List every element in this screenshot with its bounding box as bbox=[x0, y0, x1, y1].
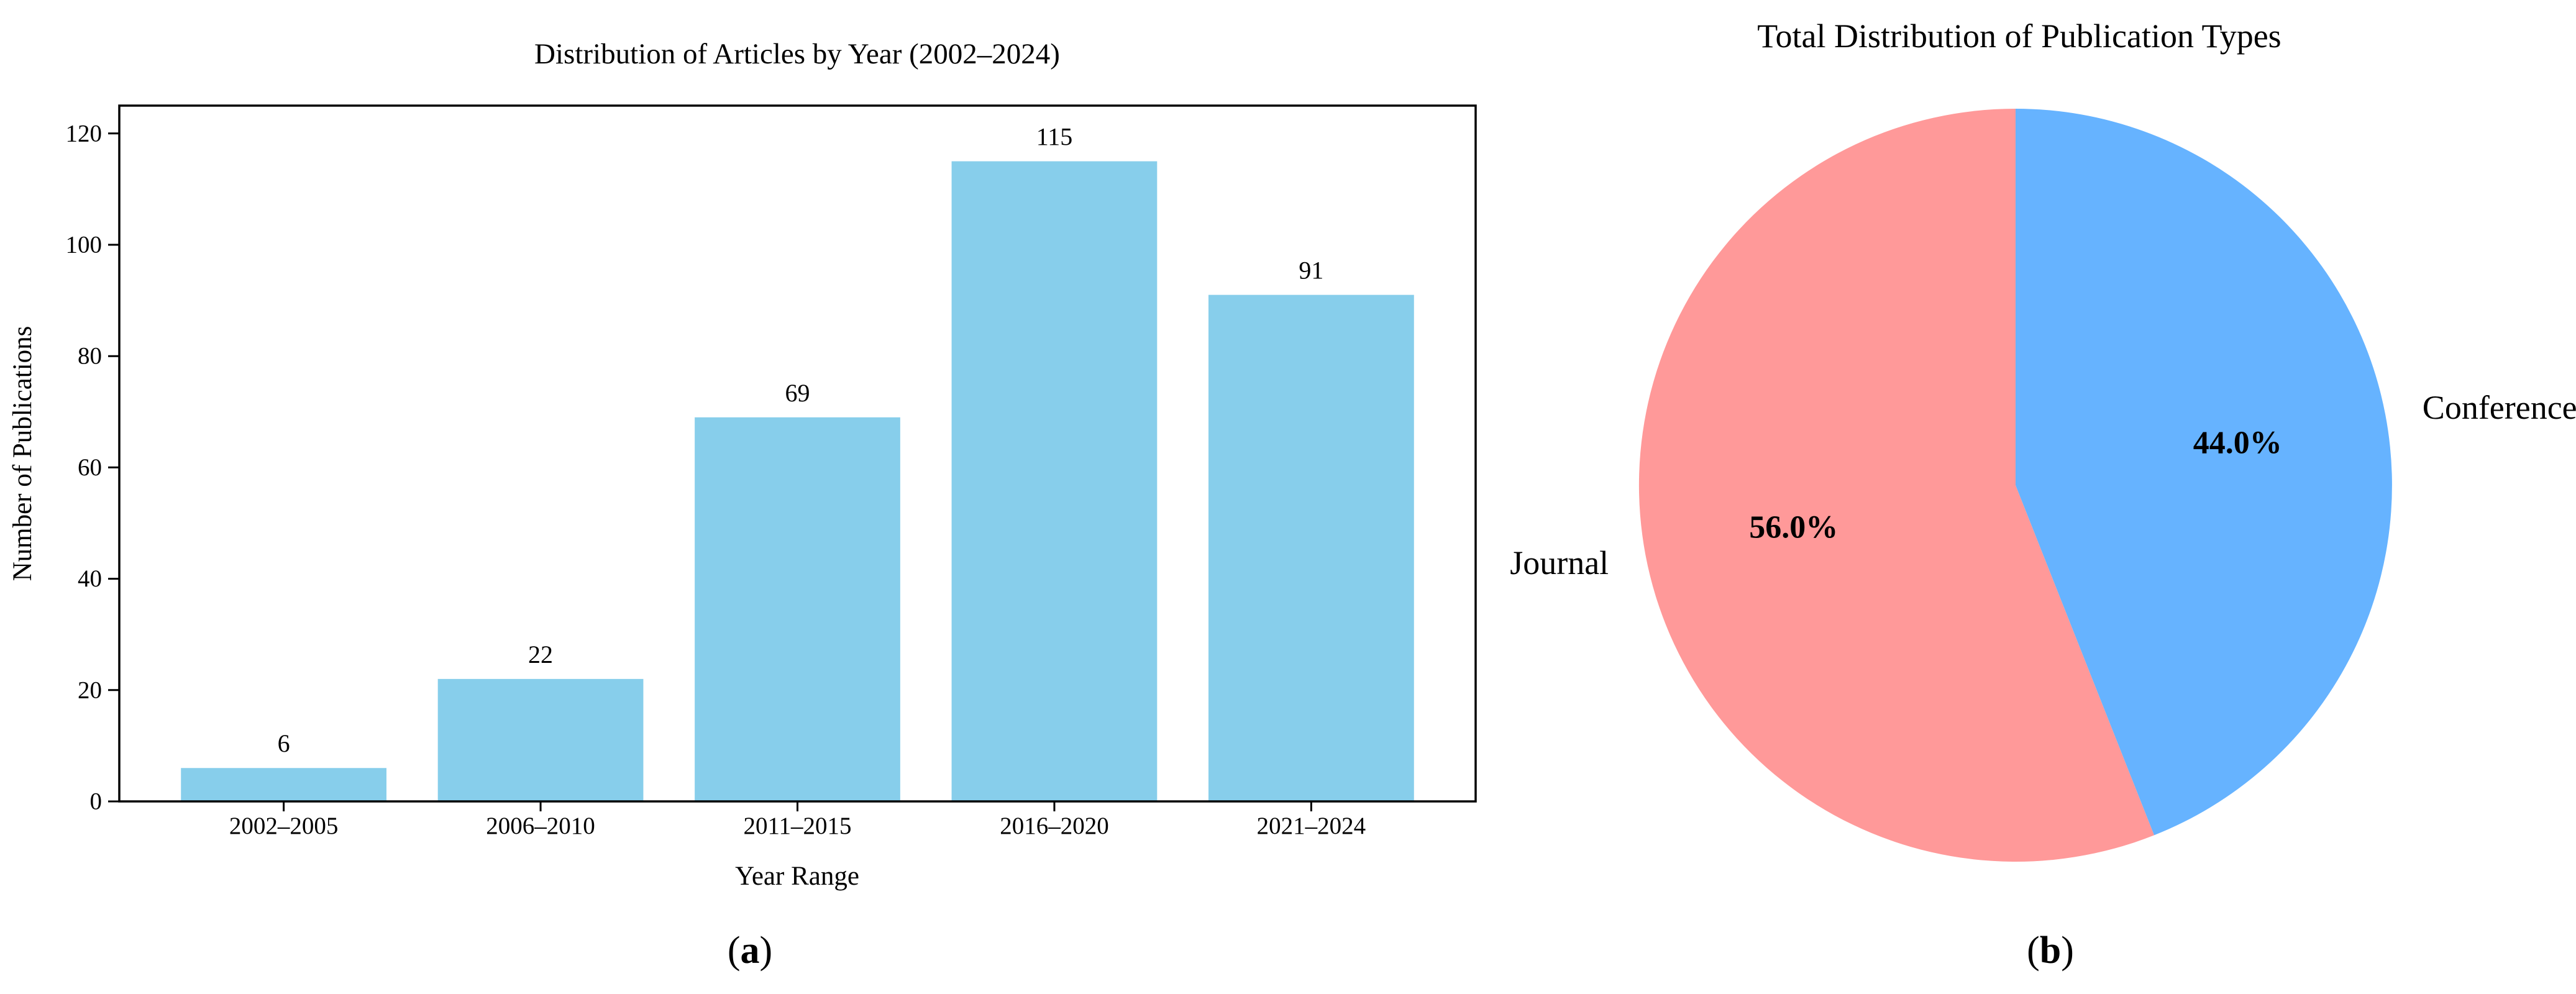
caption-a-letter: a bbox=[740, 929, 760, 972]
bar bbox=[437, 678, 644, 801]
pie-percent-label: 44.0% bbox=[2193, 425, 2282, 460]
pie-slice-label: Journal bbox=[1510, 544, 1609, 581]
pie-chart-title: Total Distribution of Publication Types bbox=[1757, 17, 2281, 55]
bar-value-labels: 6 22 69 115 91 bbox=[278, 123, 1324, 758]
bar-chart-title: Distribution of Articles by Year (2002–2… bbox=[534, 38, 1060, 70]
x-axis-label: Year Range bbox=[735, 862, 859, 891]
bar-chart-panel: Distribution of Articles by Year (2002–2… bbox=[8, 38, 1477, 891]
x-tick-label: 2021–2024 bbox=[1257, 813, 1366, 839]
axes-box bbox=[118, 104, 1477, 803]
pie-slice-conference bbox=[2016, 109, 2392, 836]
y-tick-label: 100 bbox=[66, 232, 103, 258]
y-tick-label: 40 bbox=[78, 565, 102, 592]
y-tick-label: 80 bbox=[78, 343, 102, 370]
bar-value-label: 91 bbox=[1299, 257, 1323, 285]
pie-chart-panel: Total Distribution of Publication Types … bbox=[1510, 17, 2576, 862]
y-tick-label: 60 bbox=[78, 454, 102, 481]
bar bbox=[181, 768, 386, 801]
caption-a-open: ( bbox=[727, 929, 741, 972]
bars-group bbox=[181, 161, 1414, 802]
pie-percent-label: 56.0% bbox=[1749, 510, 1838, 545]
bar-value-label: 22 bbox=[528, 641, 553, 668]
caption-b: (b) bbox=[2027, 929, 2074, 972]
y-tick-label: 120 bbox=[66, 120, 103, 147]
x-tick-label: 2002–2005 bbox=[229, 813, 339, 839]
caption-a-close: ) bbox=[759, 929, 773, 972]
bar-value-label: 6 bbox=[278, 729, 290, 757]
bar-value-label: 115 bbox=[1036, 123, 1073, 151]
pie-slices-group bbox=[1638, 109, 2392, 862]
y-axis-ticks: 0 20 40 60 80 100 120 bbox=[66, 120, 119, 815]
caption-b-letter: b bbox=[2039, 929, 2062, 972]
y-axis-label: Number of Publications bbox=[8, 326, 37, 581]
pie-slice-label: Conference bbox=[2423, 389, 2576, 426]
bar-value-label: 69 bbox=[785, 379, 810, 407]
caption-b-close: ) bbox=[2061, 929, 2074, 972]
y-tick-label: 20 bbox=[78, 677, 102, 703]
caption-a: (a) bbox=[728, 929, 772, 972]
bar bbox=[1208, 294, 1414, 801]
x-axis-ticks: 2002–2005 2006–2010 2011–2015 2016–2020 2021… bbox=[229, 801, 1366, 839]
x-tick-label: 2011–2015 bbox=[743, 813, 851, 839]
x-tick-label: 2016–2020 bbox=[1000, 813, 1109, 839]
x-tick-label: 2006–2010 bbox=[486, 813, 595, 839]
bar bbox=[695, 417, 900, 801]
pie-slice-journal bbox=[1638, 109, 2155, 862]
bar bbox=[951, 161, 1158, 802]
y-tick-label: 0 bbox=[90, 788, 103, 815]
pie-labels-group: 56.0% Journal 44.0% Conference bbox=[1510, 389, 2576, 581]
caption-b-open: ( bbox=[2027, 929, 2040, 972]
